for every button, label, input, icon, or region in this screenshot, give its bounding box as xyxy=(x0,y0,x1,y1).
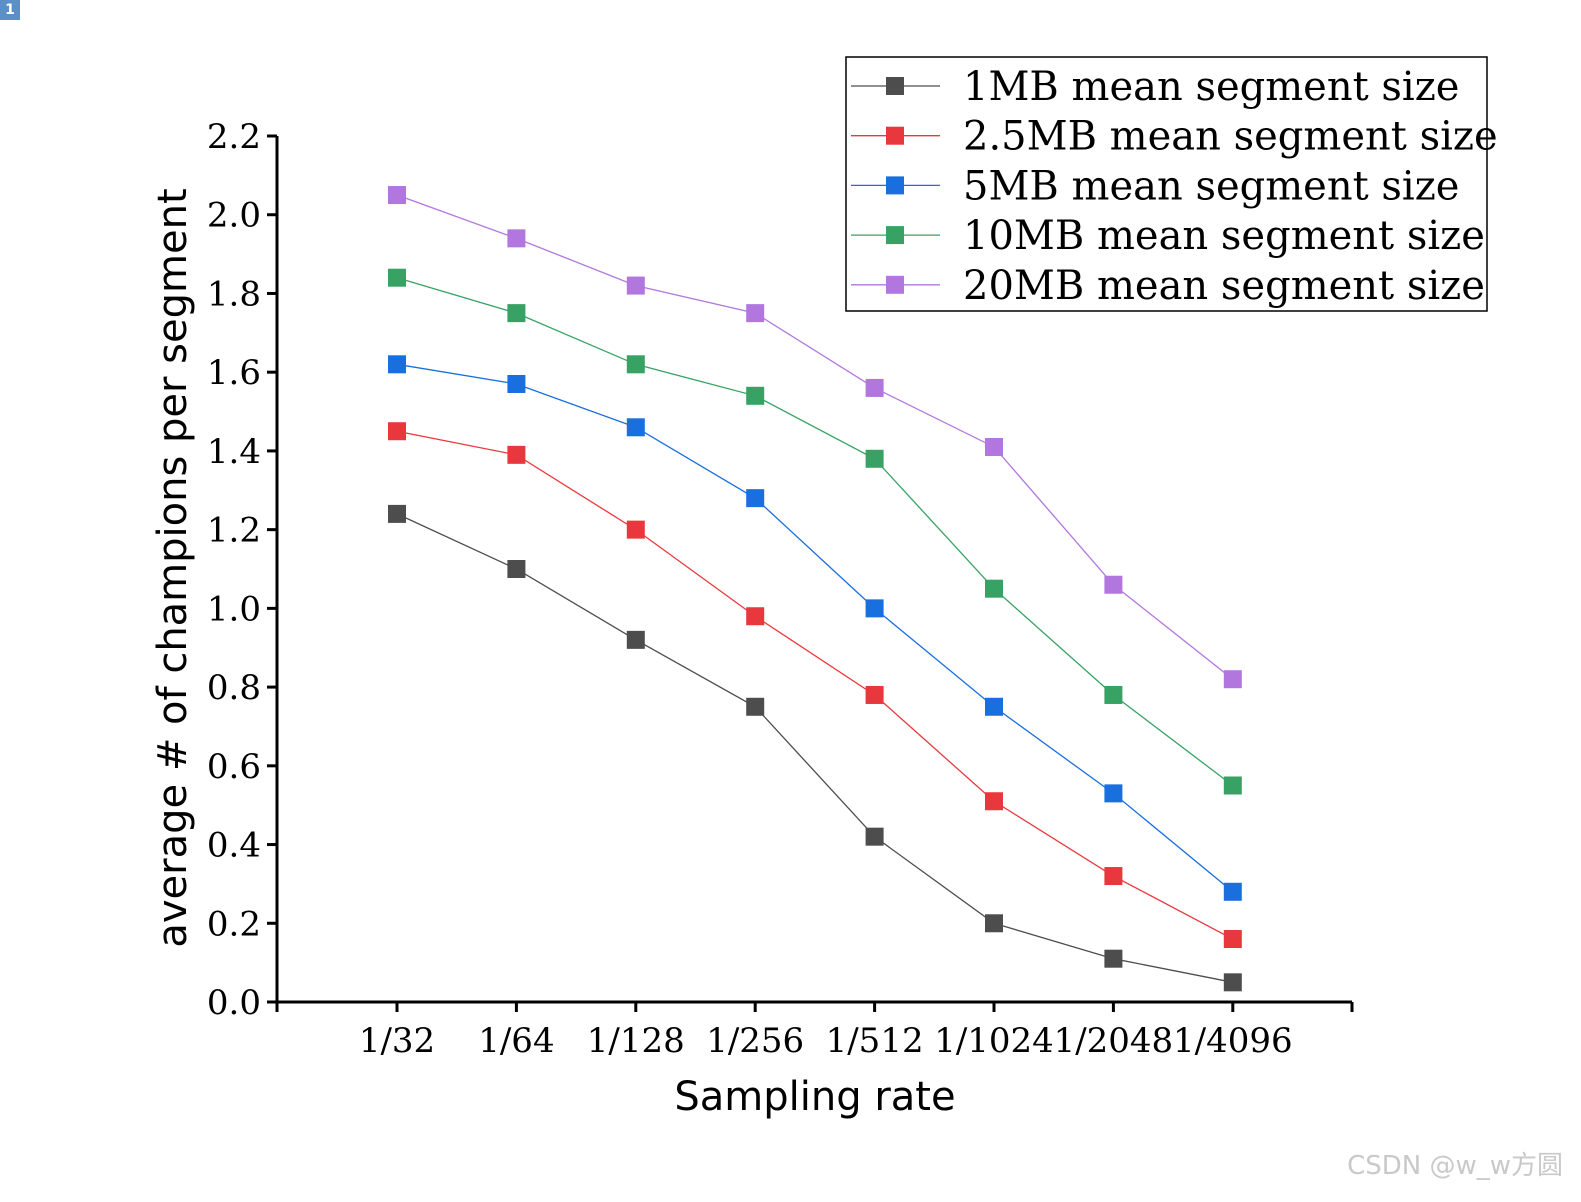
y-tick-label: 1.0 xyxy=(207,589,261,629)
data-point xyxy=(746,304,765,323)
x-tick-label: 1/1024 xyxy=(934,1021,1054,1061)
data-point xyxy=(865,378,884,397)
page-number-badge: 1 xyxy=(0,0,20,20)
y-tick-label: 2.0 xyxy=(207,196,261,236)
y-tick-label: 1.6 xyxy=(207,353,261,393)
watermark: CSDN @w_w方圆 xyxy=(1347,1151,1563,1181)
data-point xyxy=(985,579,1003,598)
data-point xyxy=(746,489,765,508)
chart-series xyxy=(388,186,1242,992)
series-group xyxy=(388,186,1242,689)
data-point xyxy=(388,355,406,374)
data-point xyxy=(865,599,884,618)
legend-label: 1MB mean segment size xyxy=(963,64,1459,110)
data-point xyxy=(1223,670,1242,689)
legend-marker xyxy=(886,176,904,195)
series-group xyxy=(388,504,1242,992)
y-tick-label: 0.8 xyxy=(207,668,261,708)
x-tick-label: 1/128 xyxy=(587,1021,685,1061)
data-point xyxy=(626,630,645,649)
legend-label: 10MB mean segment size xyxy=(963,213,1485,259)
series-group xyxy=(388,355,1242,901)
data-point xyxy=(1104,949,1123,968)
data-point xyxy=(507,560,526,578)
y-tick-label: 0.4 xyxy=(207,826,261,866)
series-line xyxy=(396,363,1234,893)
data-point xyxy=(985,792,1003,811)
data-point xyxy=(985,914,1003,933)
data-point xyxy=(746,386,765,405)
series-group xyxy=(388,422,1242,949)
y-tick-label: 0.0 xyxy=(207,983,261,1023)
y-tick-label: 1.8 xyxy=(207,274,261,314)
y-tick-label: 0.2 xyxy=(207,904,261,944)
data-point xyxy=(865,449,884,468)
data-point xyxy=(746,607,765,626)
series-group xyxy=(388,268,1242,795)
legend-label: 20MB mean segment size xyxy=(963,263,1485,309)
data-point xyxy=(1223,882,1242,901)
legend-label: 5MB mean segment size xyxy=(963,163,1459,209)
legend-marker xyxy=(886,275,904,294)
data-point xyxy=(985,437,1003,456)
data-point xyxy=(507,229,526,248)
data-point xyxy=(865,685,884,704)
y-axis-ticks: 0.0 0.2 0.4 0.6 0.8 1.0 1.2 1.4 1.6 1.8 2.0 2.2 xyxy=(207,117,277,1023)
data-point xyxy=(626,276,645,295)
series-line xyxy=(396,513,1233,983)
y-tick-label: 1.2 xyxy=(207,511,261,551)
x-tick-label: 1/256 xyxy=(706,1021,804,1061)
data-point xyxy=(507,445,526,464)
data-point xyxy=(985,697,1003,716)
data-point xyxy=(388,422,406,441)
legend-marker xyxy=(886,77,904,95)
data-point xyxy=(626,418,645,437)
x-tick-label: 1/4096 xyxy=(1173,1021,1293,1061)
data-point xyxy=(388,268,406,287)
legend-label: 2.5MB mean segment size xyxy=(963,114,1498,160)
data-point xyxy=(388,186,406,205)
y-tick-label: 2.2 xyxy=(207,117,261,157)
data-point xyxy=(1223,973,1242,992)
x-tick-label: 1/512 xyxy=(826,1021,924,1061)
x-axis-label: Sampling rate xyxy=(674,1074,955,1120)
data-point xyxy=(626,520,645,539)
y-axis-label: average # of champions per segment xyxy=(150,188,196,947)
data-point xyxy=(626,355,645,374)
data-point xyxy=(507,304,526,323)
legend-marker xyxy=(886,126,904,145)
data-point xyxy=(388,504,406,523)
data-point xyxy=(507,374,526,393)
chart-axes xyxy=(275,136,1354,1012)
data-point xyxy=(1104,867,1123,886)
data-point xyxy=(1104,784,1123,803)
series-line xyxy=(396,277,1234,787)
x-tick-label: 1/2048 xyxy=(1054,1021,1174,1061)
legend-marker xyxy=(886,226,904,245)
x-axis-ticks: 1/32 1/64 1/128 1/256 1/512 1/1024 1/2048 1/409… xyxy=(359,1002,1293,1061)
data-point xyxy=(1104,575,1123,594)
y-tick-label: 1.4 xyxy=(207,432,261,472)
data-point xyxy=(865,827,884,846)
data-point xyxy=(1104,685,1123,704)
x-tick-label: 1/64 xyxy=(478,1021,554,1061)
y-tick-label: 0.6 xyxy=(207,747,261,787)
data-point xyxy=(1223,776,1242,795)
series-line xyxy=(396,194,1234,680)
x-tick-label: 1/32 xyxy=(359,1021,435,1061)
data-point xyxy=(1223,930,1242,949)
legend-box xyxy=(845,56,1488,312)
series-line xyxy=(396,430,1234,940)
data-point xyxy=(746,697,765,716)
